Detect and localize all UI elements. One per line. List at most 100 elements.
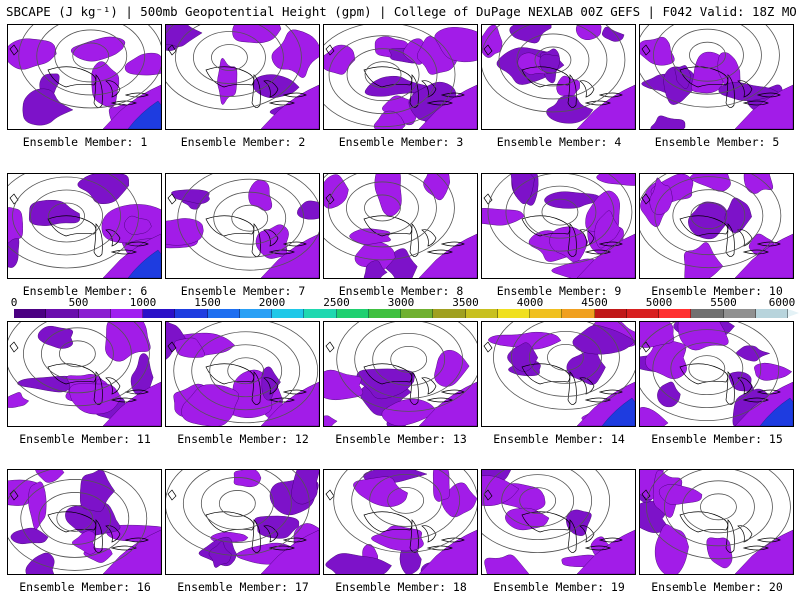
- colorbar-cell: [336, 309, 369, 318]
- cape-map-6: [8, 174, 161, 278]
- height-contours: [493, 322, 635, 410]
- height-contours: [640, 174, 782, 269]
- ensemble-member-label: Ensemble Member: 17: [177, 580, 309, 594]
- ensemble-panel-11: [7, 321, 162, 427]
- colorbar-cell: [401, 309, 434, 318]
- height-contours: [324, 174, 455, 261]
- coastline: [483, 44, 623, 108]
- coastline: [167, 341, 307, 405]
- colorbar-cell: [272, 309, 305, 318]
- colorbar-cell: [14, 309, 47, 318]
- coastline: [641, 193, 781, 257]
- cape-map-10: [640, 174, 793, 278]
- coastline: [483, 341, 623, 405]
- cape-map-14: [483, 322, 635, 426]
- ensemble-panel-18: [323, 469, 478, 575]
- ensemble-member-label: Ensemble Member: 10: [651, 284, 783, 298]
- colorbar-tick-labels: 0 500 1000 1500 2000 2500 3000 3500 4000 4500 5000…: [0, 296, 800, 310]
- cape-map-4: [482, 25, 635, 129]
- colorbar-tick-label: 1000: [129, 296, 157, 309]
- ensemble-panel-17: [165, 469, 320, 575]
- colorbar-tick-label: 4000: [516, 296, 544, 309]
- colorbar-cell: [304, 309, 337, 318]
- height-contours: [333, 470, 477, 553]
- ensemble-member-label: Ensemble Member: 4: [496, 135, 622, 149]
- cape-map-13: [324, 322, 477, 426]
- cape-fill: [482, 174, 635, 278]
- cape-fill: [482, 25, 635, 129]
- colorbar-tick-label: 3500: [452, 296, 479, 309]
- colorbar-tick-label: 6000: [768, 296, 796, 309]
- colorbar-cell: [530, 309, 563, 318]
- cape-fill: [8, 322, 161, 426]
- colorbar-tick-label: 4500: [581, 296, 608, 309]
- coastline: [325, 44, 465, 108]
- colorbar-tick-label: 500: [68, 296, 89, 309]
- cape-fill: [640, 36, 793, 129]
- ensemble-member-label: Ensemble Member: 8: [338, 284, 464, 298]
- cape-fill: [640, 470, 793, 574]
- height-contours: [487, 174, 633, 265]
- colorbar-tick-label: 5000: [645, 296, 673, 309]
- cape-map-9: [482, 174, 635, 278]
- colorbar-cell: [368, 309, 401, 318]
- page-title: SBCAPE (J kg⁻¹) | 500mb Geopotential Hei…: [6, 4, 796, 19]
- ensemble-panel-9: [481, 173, 636, 279]
- cape-fill: [198, 470, 319, 574]
- colorbar-cell: [207, 309, 240, 318]
- colorbar-cell: [497, 309, 530, 318]
- ensemble-panel-3: [323, 24, 478, 130]
- ensemble-panel-16: [7, 469, 162, 575]
- coastline: [167, 193, 307, 257]
- cape-map-19: [482, 470, 635, 574]
- coastline: [641, 341, 781, 405]
- cape-fill: [324, 174, 477, 278]
- height-contours: [8, 470, 148, 571]
- ensemble-panel-13: [323, 321, 478, 427]
- height-contours: [177, 174, 319, 271]
- ensemble-member-label: Ensemble Member: 19: [493, 580, 625, 594]
- colorbar-cell: [465, 309, 498, 318]
- ensemble-panel-19: [481, 469, 636, 575]
- coastline: [483, 193, 623, 257]
- height-contours: [336, 322, 477, 412]
- colorbar-right-arrow: [788, 309, 799, 317]
- cape-map-12: [166, 322, 319, 426]
- cape-map-2: [166, 25, 319, 129]
- ensemble-panel-12: [165, 321, 320, 427]
- height-contours: [8, 174, 139, 269]
- cape-map-16: [8, 470, 161, 574]
- ensemble-member-label: Ensemble Member: 5: [654, 135, 780, 149]
- colorbar-cell: [433, 309, 466, 318]
- ensemble-panel-15: [639, 321, 794, 427]
- colorbar-cell: [659, 309, 692, 318]
- coastline: [325, 489, 465, 553]
- cape-map-20: [640, 470, 793, 574]
- coastline: [325, 341, 465, 405]
- coastline: [9, 193, 149, 257]
- height-contours: [173, 322, 319, 424]
- colorbar-tick-label: 5500: [710, 296, 737, 309]
- coastline: [167, 489, 307, 553]
- coastline: [641, 44, 781, 108]
- cape-map-17: [166, 470, 319, 574]
- ensemble-member-label: Ensemble Member: 16: [19, 580, 151, 594]
- ensemble-panel-7: [165, 173, 320, 279]
- colorbar-tick-label: 2000: [258, 296, 286, 309]
- ensemble-panel-8: [323, 173, 478, 279]
- cape-fill: [8, 470, 161, 574]
- height-contours: [482, 25, 626, 113]
- height-contours: [324, 25, 456, 128]
- coastline: [9, 489, 149, 553]
- height-contours: [646, 470, 791, 560]
- height-contours: [640, 322, 780, 422]
- colorbar-tick-label: 0: [10, 296, 18, 309]
- ensemble-panel-6: [7, 173, 162, 279]
- cape-fill: [488, 322, 635, 426]
- cape-map-7: [166, 174, 319, 278]
- cape-map-18: [325, 470, 477, 574]
- cape-fill: [640, 174, 793, 278]
- ensemble-panel-20: [639, 469, 794, 575]
- ensemble-panel-10: [639, 173, 794, 279]
- ensemble-member-label: Ensemble Member: 12: [177, 432, 309, 446]
